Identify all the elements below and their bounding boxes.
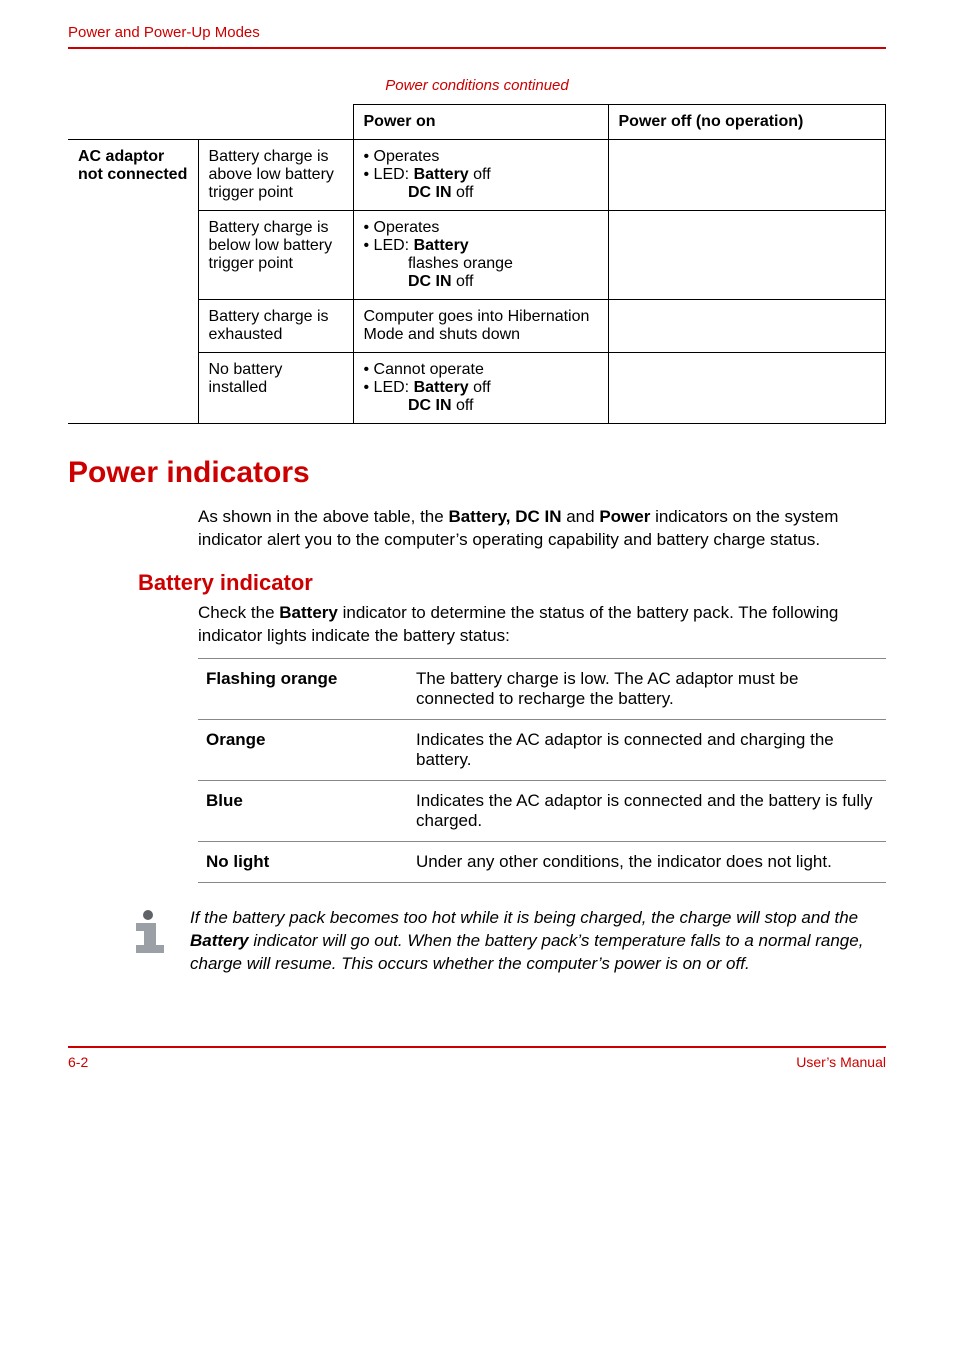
- off-3: [608, 353, 886, 424]
- footer-left: 6-2: [68, 1054, 88, 1070]
- page-footer: 6-2 User’s Manual: [68, 1046, 886, 1070]
- on-1: • Operates• LED: Battery flashes orange …: [353, 211, 608, 300]
- ind-desc-1: Indicates the AC adaptor is connected an…: [408, 719, 886, 780]
- ind-label-0: Flashing orange: [198, 658, 408, 719]
- off-2: [608, 300, 886, 353]
- cond-0: Battery charge is above low battery trig…: [198, 140, 353, 211]
- running-head: Power and Power-Up Modes: [68, 24, 886, 49]
- cond-3: No battery installed: [198, 353, 353, 424]
- on-0: • Operates• LED: Battery off DC IN off: [353, 140, 608, 211]
- ind-desc-0: The battery charge is low. The AC adapto…: [408, 658, 886, 719]
- power-conditions-table: Power on Power off (no operation) AC ada…: [68, 104, 886, 424]
- footer-right: User’s Manual: [796, 1054, 886, 1070]
- on-3: • Cannot operate• LED: Battery off DC IN…: [353, 353, 608, 424]
- table-caption: Power conditions continued: [68, 77, 886, 94]
- off-0: [608, 140, 886, 211]
- subsection-title: Battery indicator: [138, 570, 886, 596]
- subsection-intro: Check the Battery indicator to determine…: [198, 602, 886, 648]
- battery-indicator-table: Flashing orange The battery charge is lo…: [198, 658, 886, 883]
- header-power-on: Power on: [353, 105, 608, 140]
- off-1: [608, 211, 886, 300]
- on-2: Computer goes into Hibernation Mode and …: [353, 300, 608, 353]
- ind-label-2: Blue: [198, 780, 408, 841]
- section-intro: As shown in the above table, the Battery…: [198, 506, 886, 552]
- ind-label-1: Orange: [198, 719, 408, 780]
- header-power-off: Power off (no operation): [608, 105, 886, 140]
- cond-2: Battery charge is exhausted: [198, 300, 353, 353]
- section-title: Power indicators: [68, 456, 886, 490]
- header-blank-2: [198, 105, 353, 140]
- ind-desc-3: Under any other conditions, the indicato…: [408, 841, 886, 882]
- cond-1: Battery charge is below low battery trig…: [198, 211, 353, 300]
- ind-desc-2: Indicates the AC adaptor is connected an…: [408, 780, 886, 841]
- ind-label-3: No light: [198, 841, 408, 882]
- info-icon: [124, 907, 172, 960]
- note-text: If the battery pack becomes too hot whil…: [190, 907, 886, 976]
- rowgroup-label: AC adaptor not connected: [68, 140, 198, 424]
- header-blank-1: [68, 105, 198, 140]
